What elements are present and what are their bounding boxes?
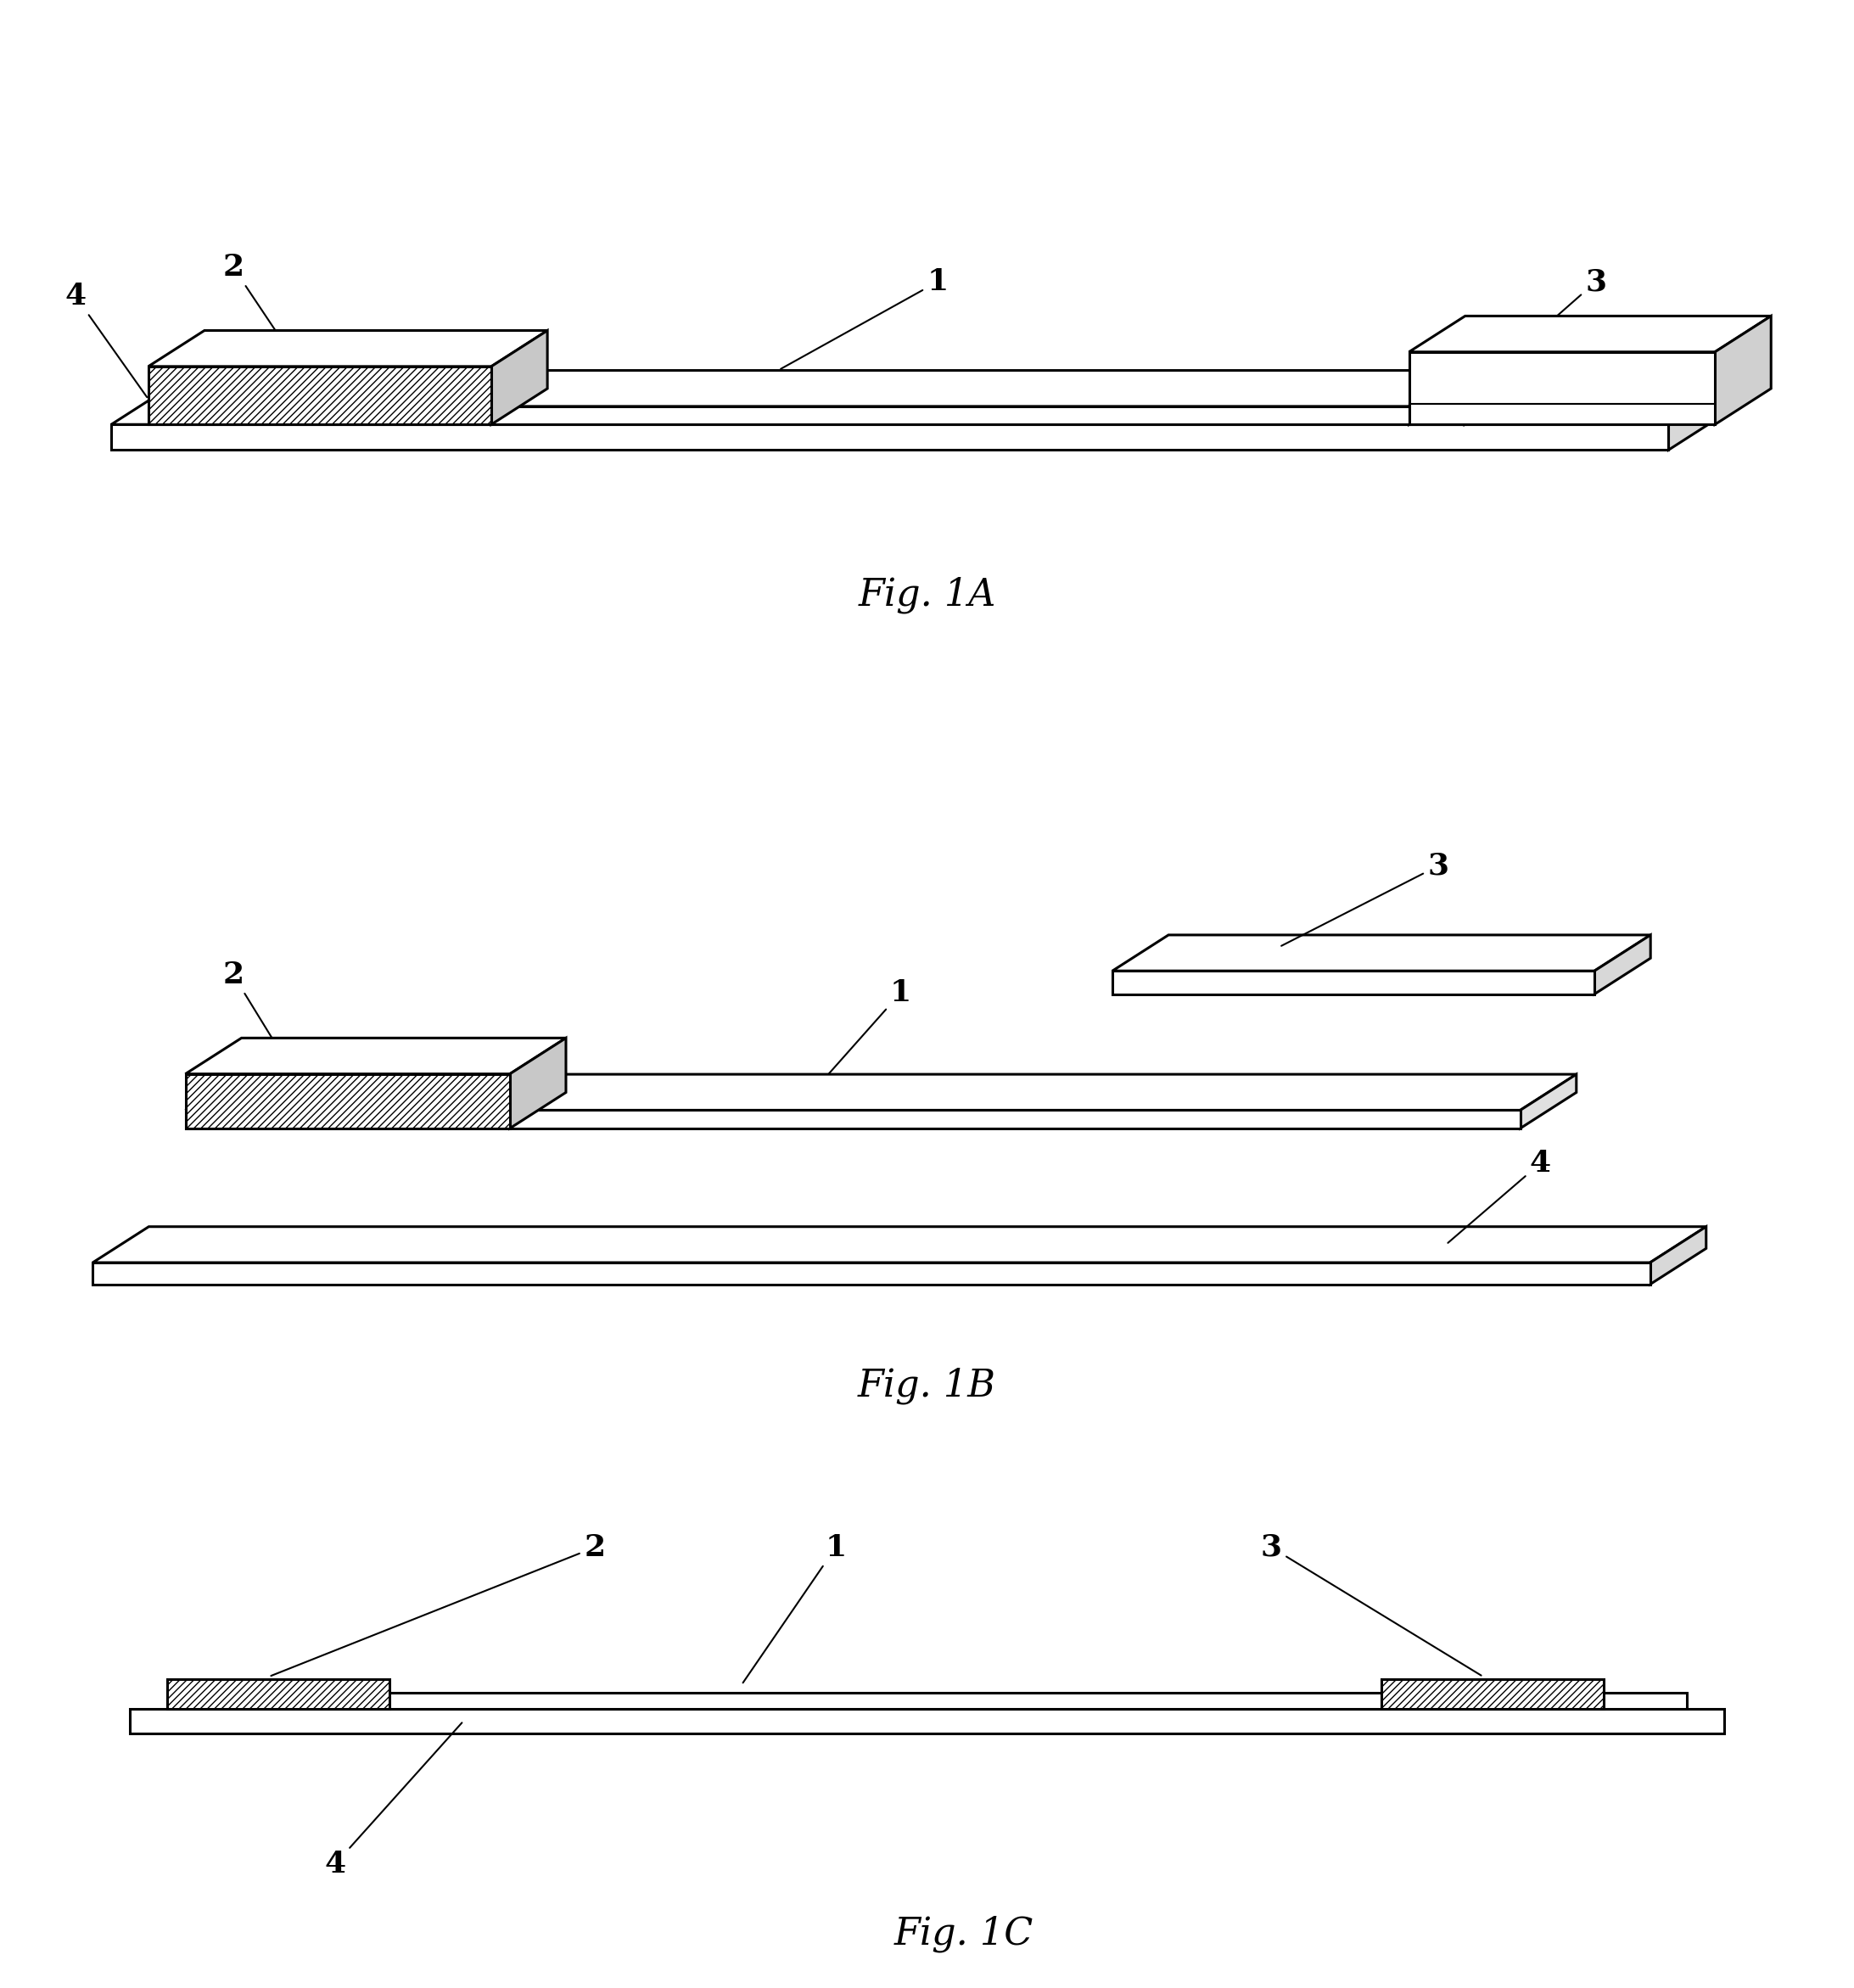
Text: 1: 1 bbox=[818, 978, 912, 1087]
Polygon shape bbox=[510, 1038, 565, 1129]
Polygon shape bbox=[1112, 934, 1650, 970]
Polygon shape bbox=[1409, 406, 1465, 425]
Text: 3: 3 bbox=[1522, 266, 1606, 346]
Polygon shape bbox=[1112, 970, 1594, 994]
Polygon shape bbox=[1465, 370, 1520, 425]
Polygon shape bbox=[1381, 1680, 1604, 1710]
Polygon shape bbox=[130, 1710, 1724, 1734]
Polygon shape bbox=[148, 406, 1409, 425]
Text: 1: 1 bbox=[781, 266, 949, 370]
Polygon shape bbox=[1520, 1074, 1576, 1129]
Polygon shape bbox=[148, 366, 491, 425]
Polygon shape bbox=[185, 1074, 510, 1129]
Text: Fig. 1B: Fig. 1B bbox=[858, 1368, 996, 1404]
Polygon shape bbox=[111, 388, 1724, 425]
Polygon shape bbox=[1650, 1227, 1706, 1284]
Text: Fig. 1C: Fig. 1C bbox=[894, 1916, 1035, 1952]
Text: 2: 2 bbox=[222, 252, 286, 346]
Polygon shape bbox=[148, 370, 1465, 406]
Text: 4: 4 bbox=[1448, 1149, 1550, 1242]
Polygon shape bbox=[111, 425, 1669, 449]
Text: 2: 2 bbox=[222, 960, 286, 1062]
Text: 4: 4 bbox=[65, 282, 146, 398]
Polygon shape bbox=[167, 1692, 1687, 1710]
Polygon shape bbox=[1594, 934, 1650, 994]
Polygon shape bbox=[185, 1074, 1576, 1109]
Polygon shape bbox=[93, 1262, 1650, 1284]
Polygon shape bbox=[148, 330, 547, 366]
Polygon shape bbox=[1715, 316, 1771, 425]
Polygon shape bbox=[1409, 352, 1715, 425]
Text: 3: 3 bbox=[1281, 851, 1448, 946]
Polygon shape bbox=[1409, 370, 1465, 425]
Polygon shape bbox=[491, 330, 547, 425]
Text: Fig. 1A: Fig. 1A bbox=[858, 577, 996, 614]
Polygon shape bbox=[93, 1227, 1706, 1262]
Polygon shape bbox=[167, 1680, 389, 1710]
Polygon shape bbox=[1409, 370, 1520, 406]
Text: 3: 3 bbox=[1261, 1533, 1481, 1676]
Polygon shape bbox=[185, 1038, 565, 1074]
Polygon shape bbox=[1669, 388, 1724, 449]
Text: 1: 1 bbox=[743, 1533, 847, 1682]
Polygon shape bbox=[1409, 316, 1771, 352]
Polygon shape bbox=[185, 1109, 1520, 1129]
Text: 2: 2 bbox=[271, 1533, 604, 1676]
Text: 4: 4 bbox=[324, 1724, 462, 1879]
